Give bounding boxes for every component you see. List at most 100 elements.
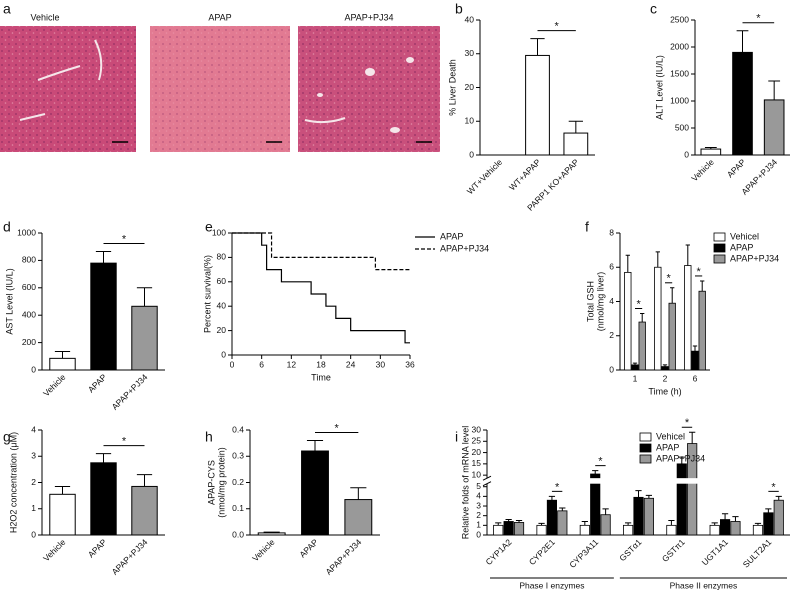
y-axis-label: Relative folds of mRNA level [460,426,470,540]
bar [643,497,654,536]
x-tick-label: WT+APAP [507,157,543,193]
legend-label: APAP [440,231,463,241]
error-bar [515,520,523,523]
x-tick-label: SULT2A1 [741,537,774,570]
significance-label: * [122,233,127,245]
panel-letter: i [455,429,458,445]
panel-letter: a [3,1,11,17]
image-label: Vehicle [30,12,59,22]
legend-swatch [713,243,726,253]
x-tick-label: Vehicle [689,157,716,184]
bar [661,366,669,371]
bar [654,266,662,371]
significance-label: * [122,436,127,448]
error-bar [54,485,71,495]
error-bar [670,287,675,304]
bar [666,524,677,536]
significance-label: * [685,417,690,429]
image-label: APAP+PJ34 [344,12,393,22]
significance-label: * [696,266,701,278]
y-tick-label: 100 [212,227,226,237]
error-bar [704,146,717,150]
bar [676,463,687,536]
error-bar [592,470,599,475]
y-tick-label: 30 [472,424,482,434]
y-tick-label: 4 [609,296,614,306]
error-bar [721,513,729,520]
y-tick-label: 0 [476,529,481,539]
bar [709,524,720,536]
y-tick-label: 400 [22,309,36,319]
error-bar [700,280,705,292]
y-tick-label: 0.1 [232,503,244,513]
error-bar [495,522,502,526]
bar [49,493,76,536]
x-tick-label: 6 [259,359,264,369]
y-tick-label: 1 [31,503,36,513]
y-tick-label: 4 [476,491,481,501]
y-axis-label: Total GSH [585,281,595,322]
legend-label: Vehicel [730,231,759,241]
bar [633,496,644,536]
bar [684,265,692,371]
y-axis-label: % Liver Death [447,59,457,116]
y-tick-label: 5 [476,481,481,491]
y-tick-label: 0 [31,529,36,539]
y-tick-label: 800 [22,255,36,265]
significance-label: * [555,481,560,493]
panel-letter: h [205,429,213,445]
error-bar [692,345,698,352]
x-tick-label: UGT1A1 [700,537,731,568]
bar [90,462,117,536]
x-tick-label: GSTπ1 [660,537,687,564]
y-axis-label: AST Level (IU/L) [4,268,14,334]
y-tick-label: 10 [465,116,475,126]
error-bar [95,250,112,264]
y-tick-label: 200 [22,337,36,347]
y-tick-label: 2500 [670,14,689,24]
y-tick-label: 10 [472,469,482,479]
bar [557,510,568,536]
x-tick-label: Vehicle [41,372,68,399]
error-bar [568,120,583,134]
x-tick-label: CYP3A11 [567,537,600,570]
y-tick-label: 4 [31,424,36,434]
x-axis-label: Time (h) [648,386,681,396]
axis-break-mark [482,475,492,481]
error-bar [685,244,690,266]
y-tick-label: 0 [609,364,614,374]
bar [773,499,784,536]
error-bar [505,519,512,522]
error-bar [350,487,367,500]
bar [579,524,590,536]
x-tick-label: 18 [316,359,326,369]
bar [301,450,329,536]
x-tick-label: APAP+PJ34 [110,372,150,412]
significance-label: * [666,273,671,285]
bar [752,524,764,536]
error-bar [765,508,772,513]
y-tick-label: 20 [472,447,482,457]
bar [49,357,76,371]
y-axis-label: (nmol/mg protein) [216,447,226,518]
panel-letter: e [205,219,213,235]
x-tick-label: Vehicle [41,537,68,564]
error-bar [640,312,645,323]
legend-label: APAP+PJ34 [730,253,779,263]
bar [513,522,525,536]
error-bar [95,453,112,463]
y-tick-label: 0.0 [232,529,244,539]
bar [668,302,676,371]
error-bar [625,254,630,273]
bar [691,350,699,371]
bar [257,532,286,536]
y-tick-label: 20 [217,325,227,335]
error-bar [711,522,718,526]
x-tick-label: CYP1A2 [484,537,514,567]
error-bar [624,522,632,526]
y-tick-label: 0.4 [232,424,244,434]
legend-swatch [639,432,652,442]
x-tick-label: 12 [287,359,297,369]
bar [536,524,547,536]
